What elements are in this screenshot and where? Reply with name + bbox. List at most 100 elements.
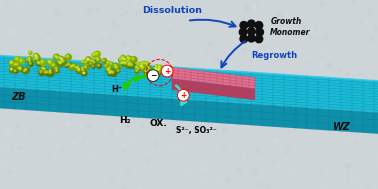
Circle shape [148, 67, 150, 69]
Circle shape [9, 67, 15, 73]
Circle shape [66, 63, 71, 67]
Circle shape [87, 57, 92, 63]
Circle shape [82, 72, 84, 74]
Circle shape [157, 69, 159, 70]
Circle shape [33, 53, 39, 59]
Circle shape [124, 62, 127, 64]
Circle shape [59, 62, 61, 64]
Circle shape [138, 64, 144, 69]
Circle shape [36, 55, 38, 57]
Circle shape [60, 57, 65, 62]
Circle shape [104, 64, 109, 69]
Circle shape [49, 71, 51, 74]
Circle shape [141, 62, 142, 64]
Circle shape [84, 66, 87, 68]
Circle shape [108, 72, 110, 74]
Circle shape [82, 67, 83, 69]
Circle shape [121, 56, 123, 58]
Text: S²⁻, SO₃²⁻: S²⁻, SO₃²⁻ [176, 126, 217, 135]
Circle shape [34, 54, 36, 56]
Circle shape [95, 52, 98, 54]
Circle shape [110, 70, 118, 77]
Circle shape [256, 28, 263, 36]
Circle shape [46, 71, 48, 73]
Circle shape [81, 70, 87, 77]
Circle shape [95, 57, 101, 63]
Circle shape [29, 58, 30, 59]
Circle shape [119, 58, 121, 60]
Circle shape [12, 62, 19, 68]
Circle shape [110, 63, 112, 64]
Circle shape [47, 59, 52, 64]
Circle shape [90, 63, 91, 65]
Circle shape [123, 61, 125, 64]
Circle shape [27, 56, 32, 60]
Text: Regrowth: Regrowth [251, 51, 297, 60]
Circle shape [60, 59, 62, 61]
Text: OX.: OX. [150, 119, 167, 129]
Circle shape [47, 70, 55, 77]
Circle shape [255, 35, 263, 43]
Circle shape [42, 66, 46, 70]
Circle shape [68, 63, 70, 64]
Circle shape [77, 66, 79, 68]
Circle shape [156, 65, 163, 72]
Circle shape [81, 60, 85, 64]
Circle shape [163, 68, 165, 70]
Circle shape [85, 57, 92, 64]
Circle shape [123, 60, 130, 68]
Circle shape [28, 61, 34, 67]
Circle shape [85, 61, 87, 63]
Circle shape [20, 68, 21, 70]
Circle shape [23, 67, 30, 74]
Circle shape [121, 62, 122, 63]
Circle shape [145, 70, 147, 72]
Circle shape [102, 59, 104, 61]
Circle shape [134, 65, 140, 70]
Polygon shape [0, 87, 378, 134]
Circle shape [71, 63, 77, 69]
Circle shape [47, 60, 54, 67]
Circle shape [59, 58, 65, 63]
Circle shape [15, 57, 18, 60]
Circle shape [151, 70, 152, 72]
Circle shape [153, 67, 159, 73]
Circle shape [136, 70, 137, 71]
Circle shape [53, 64, 54, 66]
Circle shape [83, 73, 85, 74]
Circle shape [120, 55, 126, 61]
Circle shape [87, 59, 89, 61]
Circle shape [248, 20, 255, 28]
Circle shape [40, 66, 46, 72]
Circle shape [135, 69, 140, 74]
Circle shape [38, 69, 45, 76]
Circle shape [20, 59, 22, 61]
Circle shape [161, 65, 173, 77]
Circle shape [108, 70, 113, 74]
Circle shape [76, 65, 81, 70]
Circle shape [81, 68, 86, 74]
Circle shape [44, 72, 46, 73]
Circle shape [82, 60, 83, 62]
Circle shape [59, 61, 64, 66]
Circle shape [91, 65, 96, 69]
Circle shape [140, 64, 144, 68]
Circle shape [112, 71, 114, 74]
Circle shape [86, 58, 88, 60]
Circle shape [25, 68, 27, 70]
Polygon shape [0, 55, 378, 113]
Circle shape [43, 67, 48, 72]
Circle shape [122, 58, 124, 60]
Circle shape [139, 61, 145, 67]
Circle shape [109, 71, 111, 72]
Circle shape [154, 64, 160, 70]
Circle shape [146, 65, 153, 72]
Circle shape [23, 70, 25, 71]
Circle shape [67, 62, 72, 67]
Circle shape [77, 69, 80, 71]
Circle shape [39, 59, 46, 66]
Circle shape [10, 60, 14, 65]
Circle shape [29, 60, 30, 61]
Circle shape [150, 69, 154, 74]
Circle shape [55, 69, 60, 74]
